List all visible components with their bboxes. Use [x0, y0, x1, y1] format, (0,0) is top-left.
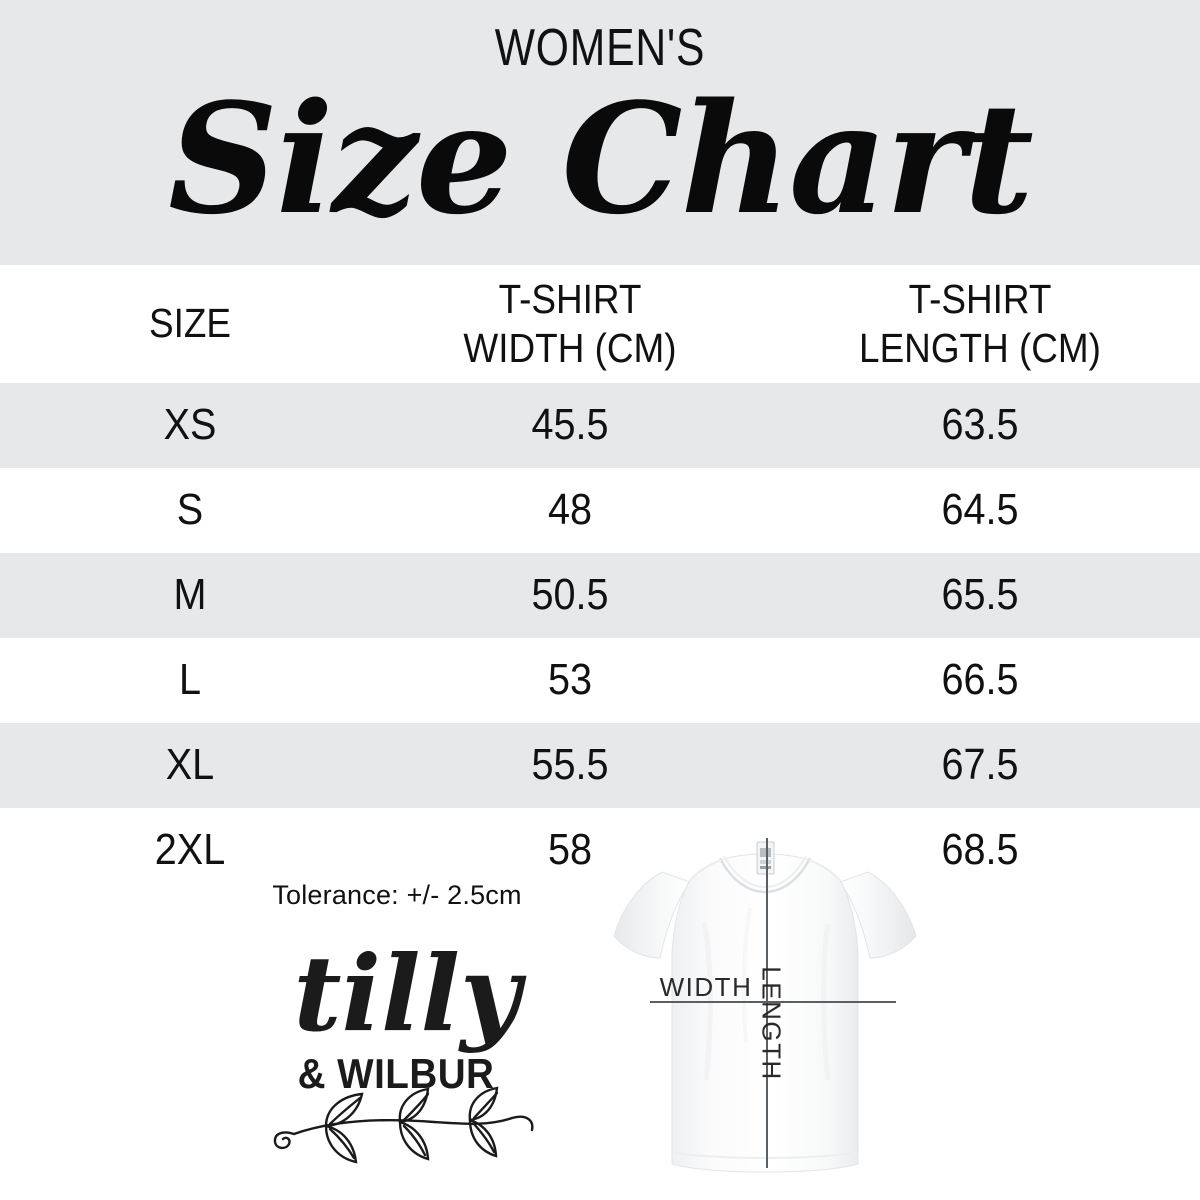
table-row: M 50.5 65.5 — [0, 553, 1200, 638]
cell-length: 68.5 — [941, 825, 1019, 875]
tshirt-graphic — [613, 841, 917, 1173]
tshirt-sleeve-right — [839, 871, 917, 959]
table-row: XL 55.5 67.5 — [0, 723, 1200, 808]
cell-size: M — [173, 570, 207, 620]
length-measure-label: LENGTH — [756, 966, 787, 1081]
cell-width: 58 — [547, 825, 593, 875]
leafy-branch-icon — [273, 1086, 534, 1164]
cell-size: 2XL — [154, 825, 226, 875]
width-measure-line — [650, 1001, 896, 1003]
cell-size: XS — [163, 400, 217, 450]
header-band: WOMEN'S Size Chart — [0, 0, 1200, 265]
column-header-width: T-SHIRT WIDTH (CM) — [463, 275, 677, 371]
tshirt-neckline-inner — [723, 855, 807, 889]
tshirt-fold-center — [741, 907, 752, 1043]
brand-logo: tilly & WILBUR — [262, 942, 552, 1172]
tshirt-fold-left — [701, 921, 713, 1081]
tshirt-neckline — [718, 857, 812, 894]
tshirt-shoulder-seam-left — [689, 859, 723, 881]
cell-width: 48 — [547, 485, 593, 535]
width-measure-label: WIDTH — [659, 972, 753, 1002]
size-table: SIZE T-SHIRT WIDTH (CM) T-SHIRT LENGTH (… — [0, 265, 1200, 893]
column-header-length: T-SHIRT LENGTH (CM) — [859, 275, 1101, 371]
logo-sub-text: & WILBUR — [297, 1050, 495, 1097]
table-row: S 48 64.5 — [0, 468, 1200, 553]
tshirt-fold-right — [821, 923, 831, 1081]
tshirt-shoulder-seam-right — [807, 859, 841, 881]
cell-width: 55.5 — [531, 740, 609, 790]
table-row: L 53 66.5 — [0, 638, 1200, 723]
cell-width: 53 — [547, 655, 593, 705]
tshirt-sleeve-left — [613, 871, 691, 959]
logo-script-text: tilly — [293, 932, 521, 1055]
page-title: Size Chart — [168, 69, 1034, 248]
tshirt-illustration — [600, 812, 930, 1184]
cell-length: 64.5 — [941, 485, 1019, 535]
length-measure-line — [766, 838, 768, 1168]
cell-width: 45.5 — [531, 400, 609, 450]
table-header-row: SIZE T-SHIRT WIDTH (CM) T-SHIRT LENGTH (… — [0, 265, 1200, 383]
cell-length: 65.5 — [941, 570, 1019, 620]
header-kicker: WOMEN'S — [494, 19, 706, 77]
cell-width: 50.5 — [531, 570, 609, 620]
tolerance-note: Tolerance: +/- 2.5cm — [272, 880, 522, 910]
cell-size: XL — [165, 740, 215, 790]
cell-size: S — [176, 485, 204, 535]
table-row: XS 45.5 63.5 — [0, 383, 1200, 468]
tshirt-hem — [671, 1151, 859, 1159]
cell-length: 67.5 — [941, 740, 1019, 790]
cell-length: 66.5 — [941, 655, 1019, 705]
cell-length: 63.5 — [941, 400, 1019, 450]
column-header-size: SIZE — [148, 300, 232, 347]
cell-size: L — [178, 655, 202, 705]
table-row: 2XL 58 68.5 — [0, 808, 1200, 893]
tshirt-neck-label — [756, 841, 775, 875]
